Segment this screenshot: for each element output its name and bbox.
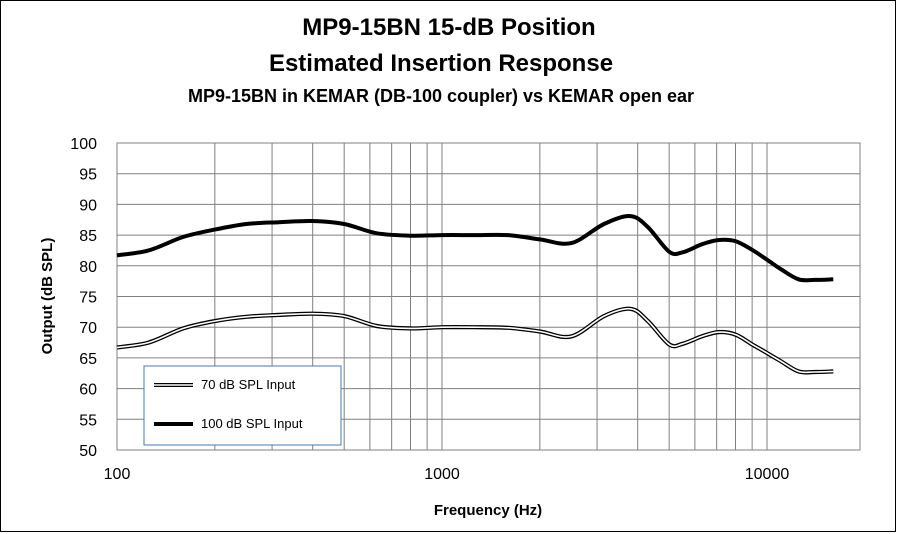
y-tick-label: 55 [79,412,97,429]
y-tick-labels: 50 55 60 65 70 75 80 85 90 95 100 [70,136,97,460]
x-axis-label: Frequency (Hz) [434,502,542,519]
chart-title-line1: MP9-15BN 15-dB Position [302,14,595,41]
chart-subtitle: MP9-15BN in KEMAR (DB-100 coupler) vs KE… [188,86,694,106]
legend-label-70db: 70 dB SPL Input [201,377,296,392]
legend: 70 dB SPL Input 100 dB SPL Input [143,365,342,446]
y-tick-label: 90 [79,197,97,214]
series-line-70db [116,306,834,375]
y-tick-label: 100 [70,136,97,153]
x-tick-label: 10000 [745,466,790,483]
y-tick-label: 75 [79,290,97,307]
x-tick-label: 1000 [424,466,460,483]
chart-title-line2: Estimated Insertion Response [269,50,613,77]
y-tick-label: 95 [79,167,97,184]
y-tick-label: 85 [79,228,97,245]
legend-box [143,365,342,446]
plot-area-border [116,142,861,451]
series-line-100db [116,214,834,283]
y-tick-label: 80 [79,259,97,276]
y-tick-label: 65 [79,351,97,368]
x-tick-labels: 100 1000 10000 [104,466,790,483]
series-layer [116,214,834,375]
legend-label-100db: 100 dB SPL Input [201,416,303,431]
y-tick-label: 70 [79,320,97,337]
y-tick-label: 60 [79,382,97,399]
series-line-70db-inner [116,307,834,374]
y-tick-label: 50 [79,443,97,460]
x-tick-label: 100 [104,466,131,483]
y-axis-label: Output (dB SPL) [39,238,56,355]
